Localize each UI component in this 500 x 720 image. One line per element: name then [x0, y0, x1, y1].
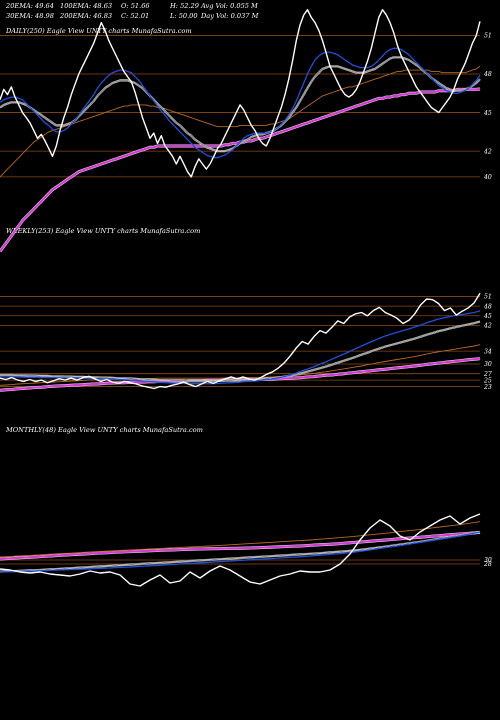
avg-vol-readout: Avg Vol: 0.055 M [200, 2, 258, 10]
ema30-line [0, 57, 481, 152]
ema20-line [0, 531, 481, 573]
close-readout: C: 52.01 [121, 12, 149, 20]
high-readout: H: 52.29 [169, 2, 199, 10]
header-stats: 20EMA: 49.64 100EMA: 48.63 O: 51.66 H: 5… [5, 2, 259, 20]
y-tick-label: 27 [483, 371, 492, 378]
price-line [0, 292, 481, 390]
y-tick-label: 51 [484, 33, 492, 40]
y-tick-label: 34 [484, 348, 492, 355]
monthly-panel-title: MONTHLY(48) Eagle View UNTY charts Munaf… [5, 426, 203, 434]
y-tick-label: 42 [483, 148, 492, 155]
y-tick-label: 30 [484, 557, 492, 564]
price-line [0, 8, 481, 178]
day-vol-readout: Day Vol: 0.037 M [200, 12, 259, 20]
y-tick-label: 48 [483, 71, 492, 78]
ema30-readout: 30EMA: 48.98 [6, 12, 54, 20]
weekly-panel-title: WEEKLY(253) Eagle View UNTY charts Munaf… [6, 227, 200, 235]
ema20-line [0, 47, 481, 159]
y-tick-label: 45 [483, 313, 492, 320]
daily-panel: 51 48 45 42 40 [0, 8, 492, 253]
ema30-line-band-core [0, 56, 481, 152]
y-tick-label: 42 [483, 323, 492, 330]
low-readout: L: 50.00 [169, 12, 198, 20]
ema20-line [0, 310, 481, 385]
y-tick-label: 45 [483, 110, 492, 117]
y-tick-label: 28 [483, 561, 492, 568]
ema100-line [0, 65, 481, 178]
ema200-readout: 200EMA: 46.83 [59, 12, 112, 20]
ema200-line [0, 531, 481, 561]
y-tick-label: 23 [483, 384, 492, 391]
y-tick-label: 48 [483, 303, 492, 310]
ema100-readout: 100EMA: 48.63 [60, 2, 112, 10]
y-tick-label: 30 [484, 361, 492, 368]
ema30-line [0, 321, 481, 382]
y-tick-label: 51 [484, 294, 492, 301]
open-readout: O: 51.66 [121, 2, 150, 10]
ema200-line [0, 357, 481, 392]
y-tick-label: 40 [483, 174, 492, 181]
ema30-line [0, 531, 481, 572]
ema20-readout: 20EMA: 49.64 [5, 2, 54, 10]
ema30-line-band [0, 56, 481, 153]
price-line [0, 513, 481, 587]
y-tick-label: 25 [483, 377, 492, 384]
ema100-line [0, 521, 481, 558]
